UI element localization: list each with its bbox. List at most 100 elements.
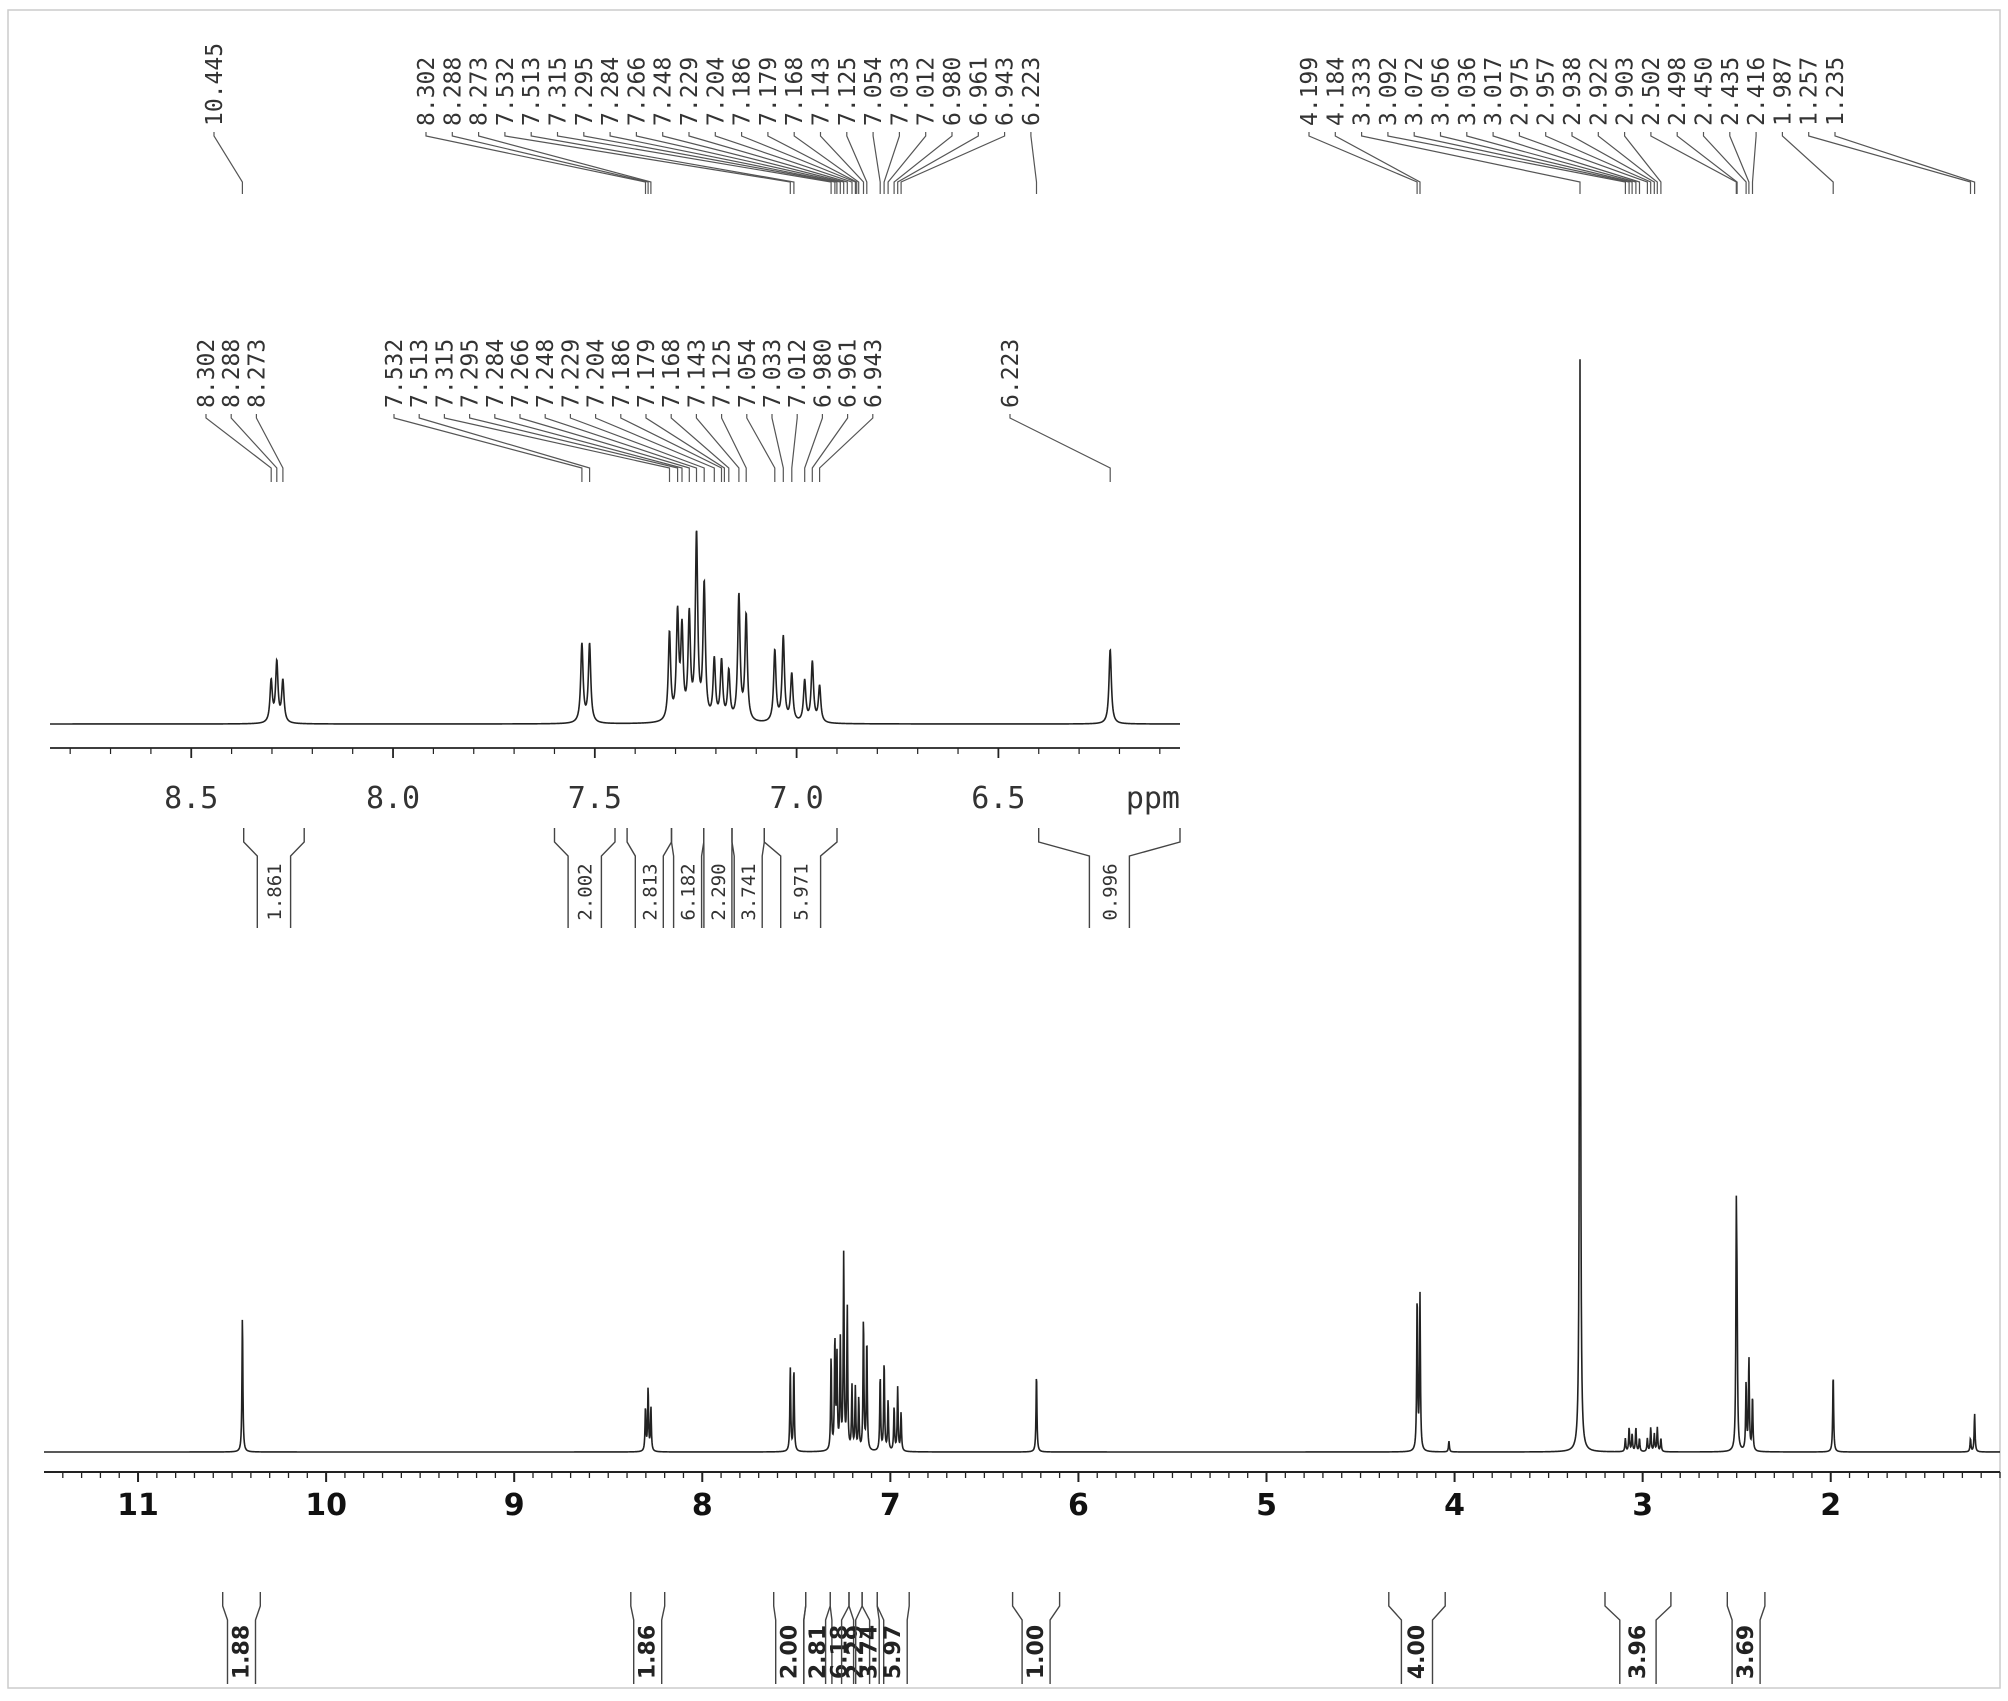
inset-x-axis: 8.58.07.57.06.5 [50,748,1180,816]
peak-label: 7.012 [785,339,811,408]
main-x-tick-label: 5 [1256,1488,1277,1523]
peak-label: 7.248 [651,57,677,126]
peak-label: 2.975 [1507,57,1533,126]
main-integrals: 1.881.862.002.816.182.293.745.971.004.00… [223,1592,1765,1684]
integral-value: 5.971 [791,863,813,920]
peak-label: 10.445 [202,43,228,126]
peak-connector [812,414,847,482]
peak-connector [646,414,724,482]
integral-bracket [601,828,615,928]
peak-label: 7.295 [458,339,484,408]
inset-x-tick-label: 8.0 [366,781,420,816]
main-spectrum-line [44,359,2000,1452]
peak-connector [1704,132,1747,194]
integral-bracket [631,1592,634,1684]
integral-bracket [1605,1592,1620,1684]
peak-label: 6.980 [810,339,836,408]
main-x-tick-label: 8 [692,1488,713,1523]
integral-value: 1.88 [230,1625,255,1679]
peak-connector [772,414,783,482]
peak-connector [1753,132,1757,194]
peak-label: 6.980 [940,57,966,126]
integral-value: 2.813 [639,863,661,920]
peak-label: 7.315 [432,339,458,408]
peak-connector [792,414,797,482]
integral-value: 2.290 [708,863,730,920]
peak-connector [394,414,582,482]
peak-connector [214,132,242,194]
peak-label: 7.012 [914,57,940,126]
peak-label: 7.054 [861,57,887,126]
peak-label: 7.054 [735,339,761,408]
main-x-tick-label: 11 [117,1488,159,1523]
peak-label: 8.288 [219,339,245,408]
peak-connector [470,414,678,482]
peak-label: 8.302 [414,57,440,126]
integral-bracket [764,828,780,928]
peak-label: 8.288 [440,57,466,126]
peak-connector [256,414,283,482]
peak-label: 2.922 [1586,57,1612,126]
integral-bracket [1013,1592,1023,1684]
inset-spectrum [50,531,1180,724]
peak-connector [671,414,729,482]
integral-value: 0.996 [1099,863,1121,920]
peak-connector [820,414,873,482]
peak-label: 3.056 [1429,57,1455,126]
integral-bracket [663,828,671,928]
integral-value: 2.002 [575,863,597,920]
peak-connector [1546,132,1651,194]
peak-label: 7.229 [677,57,703,126]
integral-bracket [1656,1592,1671,1684]
peak-label: 7.179 [756,57,782,126]
integral-value: 3.96 [1626,1625,1651,1679]
peak-connector [1441,132,1633,194]
peak-label: 3.017 [1481,57,1507,126]
peak-label: 7.143 [684,339,710,408]
inset-x-tick-label: 7.0 [770,781,824,816]
peak-connector [610,132,837,194]
main-x-tick-label: 7 [880,1488,901,1523]
peak-label: 7.229 [558,339,584,408]
peak-label: 3.036 [1455,57,1481,126]
peak-label: 2.416 [1744,57,1770,126]
peak-label: 6.943 [993,57,1019,126]
integral-bracket [821,828,837,928]
peak-label: 3.092 [1376,57,1402,126]
main-spectrum [44,359,2000,1452]
peak-label: 6.943 [861,339,887,408]
integral-bracket [662,1592,665,1684]
peak-label: 7.125 [710,339,736,408]
peak-label: 7.125 [835,57,861,126]
peak-label: 7.204 [703,57,729,126]
integral-bracket [1760,1592,1765,1684]
peak-label: 7.315 [546,57,572,126]
integral-bracket [672,828,674,928]
inset-peak-labels: 8.3028.2888.2737.5327.5137.3157.2957.284… [194,339,1110,482]
peak-label: 2.903 [1613,57,1639,126]
peak-connector [206,414,271,482]
integral-bracket [1129,828,1180,928]
peak-label: 8.273 [244,339,270,408]
peak-connector [1651,132,1736,194]
peak-label: 7.266 [624,57,650,126]
peak-connector [1572,132,1654,194]
peak-connector [520,414,689,482]
peak-label: 4.184 [1323,57,1349,126]
inset-x-unit-label: ppm [1126,781,1180,816]
peak-label: 8.273 [467,57,493,126]
peak-label: 7.532 [382,339,408,408]
peak-connector [722,414,747,482]
peak-connector [1625,132,1661,194]
peak-label: 2.498 [1665,57,1691,126]
peak-label: 6.961 [966,57,992,126]
peak-connector [1414,132,1629,194]
peak-label: 7.248 [533,339,559,408]
integral-bracket [774,1592,776,1684]
inset-x-tick-label: 6.5 [971,781,1025,816]
peak-label: 1.987 [1770,57,1796,126]
peak-connector [747,414,775,482]
peak-label: 1.257 [1797,57,1823,126]
main-x-axis: 111098765432 [44,1472,2000,1523]
peak-label: 7.143 [809,57,835,126]
